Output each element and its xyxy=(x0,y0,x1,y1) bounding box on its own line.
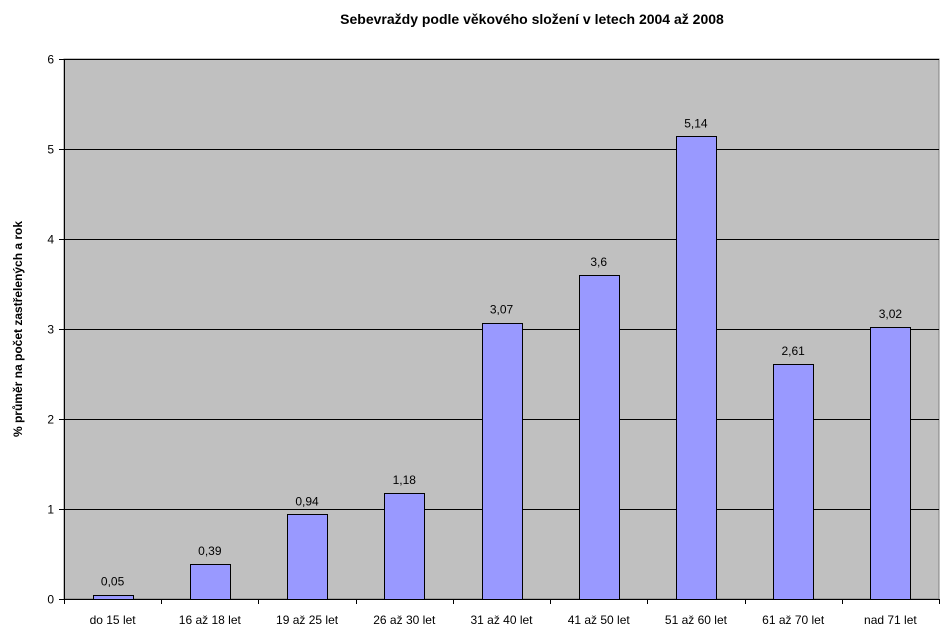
bar xyxy=(482,323,523,600)
y-tick-label: 6 xyxy=(47,53,54,67)
bar xyxy=(190,564,231,600)
bar xyxy=(579,275,620,600)
chart-title: Sebevraždy podle věkového složení v lete… xyxy=(340,11,724,27)
x-tick-label: 19 až 25 let xyxy=(276,613,339,627)
x-tick-label: 26 až 30 let xyxy=(373,613,436,627)
y-axis-label: % průměr na počet zastřelených a rok xyxy=(11,221,25,437)
data-label: 0,05 xyxy=(101,575,125,589)
y-tick-label: 1 xyxy=(47,503,54,517)
y-tick-label: 5 xyxy=(47,143,54,157)
x-tick-label: 41 až 50 let xyxy=(568,613,631,627)
data-label: 2,61 xyxy=(781,344,805,358)
bar xyxy=(287,514,328,600)
plot-area: 0 1 2 3 4 5 6 0,05 do 15 let 0,39 16 až 18 let 0,94… xyxy=(47,53,940,627)
bar xyxy=(870,327,911,600)
x-tick-label: 51 až 60 let xyxy=(665,613,728,627)
data-label: 5,14 xyxy=(684,116,708,130)
data-label: 3,07 xyxy=(490,303,514,317)
x-tick-label: 61 až 70 let xyxy=(762,613,825,627)
x-tick-label: do 15 let xyxy=(90,613,137,627)
bar xyxy=(93,595,134,600)
data-label: 1,18 xyxy=(393,473,417,487)
x-tick-label: 16 až 18 let xyxy=(179,613,242,627)
data-label: 0,39 xyxy=(198,544,222,558)
bar xyxy=(773,364,814,600)
bar xyxy=(676,136,717,600)
y-tick-label: 2 xyxy=(47,413,54,427)
x-tick-label: nad 71 let xyxy=(864,613,917,627)
y-tick-label: 0 xyxy=(47,593,54,607)
data-label: 3,6 xyxy=(590,255,607,269)
data-label: 0,94 xyxy=(295,494,319,508)
data-label: 3,02 xyxy=(879,307,903,321)
y-tick-label: 3 xyxy=(47,323,54,337)
x-tick-label: 31 až 40 let xyxy=(470,613,533,627)
bar xyxy=(384,493,425,600)
y-tick-label: 4 xyxy=(47,233,54,247)
